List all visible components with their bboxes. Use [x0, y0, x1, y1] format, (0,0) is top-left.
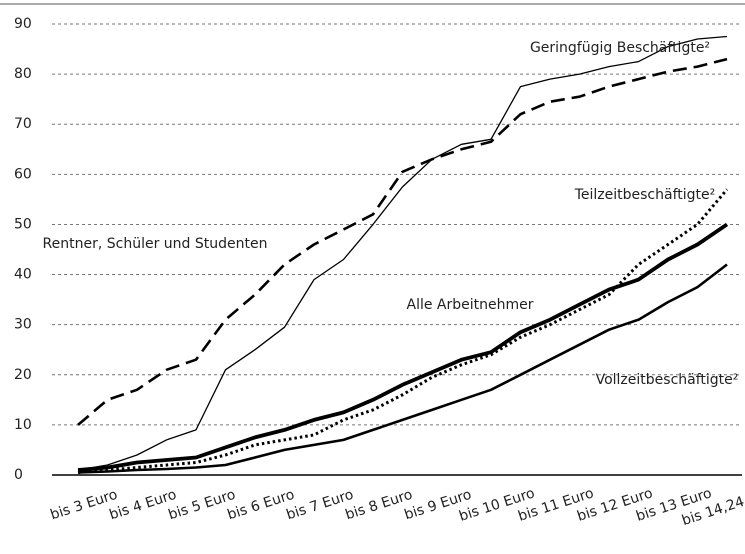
y-tick-label: 30 [14, 317, 32, 333]
x-tick-label: bis 3 Euro [48, 487, 119, 524]
series-line [77, 188, 729, 474]
y-tick-label: 10 [14, 417, 32, 433]
x-tick-label: bis 7 Euro [284, 487, 355, 524]
y-tick-label: 70 [14, 116, 32, 132]
y-tick-label: 90 [14, 16, 32, 32]
x-tick-label: bis 4 Euro [107, 487, 178, 524]
y-tick-label: 0 [14, 467, 23, 483]
x-tick-label: bis 6 Euro [225, 487, 296, 524]
series-label: Teilzeitbeschäftigte² [574, 187, 716, 203]
y-tick-label: 40 [14, 267, 32, 283]
y-tick-label: 20 [14, 367, 32, 383]
series-line [77, 35, 728, 471]
series-line [77, 263, 728, 474]
series-label: Alle Arbeitnehmer [407, 297, 534, 313]
series-line [77, 57, 728, 426]
y-tick-label: 60 [14, 166, 32, 182]
series-line [77, 222, 729, 472]
x-tick-label: bis 8 Euro [343, 487, 414, 524]
y-tick-label: 80 [14, 66, 32, 82]
y-tick-label: 50 [14, 216, 32, 232]
series-label: Rentner, Schüler und Studenten [43, 236, 268, 252]
x-tick-label: bis 5 Euro [166, 487, 237, 524]
series-label: Geringfügig Beschäftigte² [530, 40, 710, 56]
series-label: Vollzeitbeschäftigte² [596, 372, 739, 388]
